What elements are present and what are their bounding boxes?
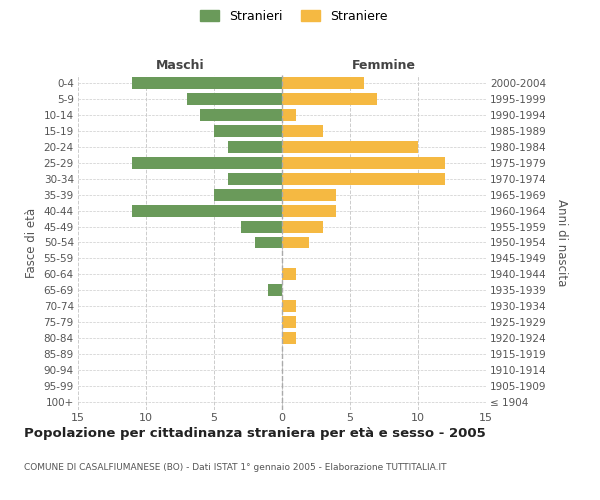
Bar xyxy=(282,157,445,168)
Text: Popolazione per cittadinanza straniera per età e sesso - 2005: Popolazione per cittadinanza straniera p… xyxy=(24,428,486,440)
Bar xyxy=(282,300,296,312)
Bar xyxy=(133,157,282,168)
Bar xyxy=(282,141,418,153)
Text: COMUNE DI CASALFIUMANESE (BO) - Dati ISTAT 1° gennaio 2005 - Elaborazione TUTTIT: COMUNE DI CASALFIUMANESE (BO) - Dati IST… xyxy=(24,462,446,471)
Bar xyxy=(133,77,282,89)
Bar xyxy=(282,236,309,248)
Y-axis label: Anni di nascita: Anni di nascita xyxy=(555,199,568,286)
Bar xyxy=(282,172,445,184)
Y-axis label: Fasce di età: Fasce di età xyxy=(25,208,38,278)
Bar xyxy=(227,141,282,153)
Bar xyxy=(282,316,296,328)
Bar xyxy=(214,125,282,137)
Bar xyxy=(187,93,282,105)
Bar xyxy=(255,236,282,248)
Bar xyxy=(282,93,377,105)
Bar xyxy=(282,109,296,121)
Bar xyxy=(282,125,323,137)
Bar xyxy=(282,77,364,89)
Legend: Stranieri, Straniere: Stranieri, Straniere xyxy=(197,6,391,26)
Bar xyxy=(227,172,282,184)
Bar xyxy=(282,220,323,232)
Bar xyxy=(282,332,296,344)
Bar xyxy=(133,204,282,216)
Bar xyxy=(214,188,282,200)
Bar xyxy=(282,204,337,216)
Bar xyxy=(241,220,282,232)
Bar xyxy=(282,188,337,200)
Bar xyxy=(200,109,282,121)
Bar xyxy=(282,268,296,280)
Bar xyxy=(268,284,282,296)
Text: Femmine: Femmine xyxy=(352,60,416,72)
Text: Maschi: Maschi xyxy=(155,60,205,72)
